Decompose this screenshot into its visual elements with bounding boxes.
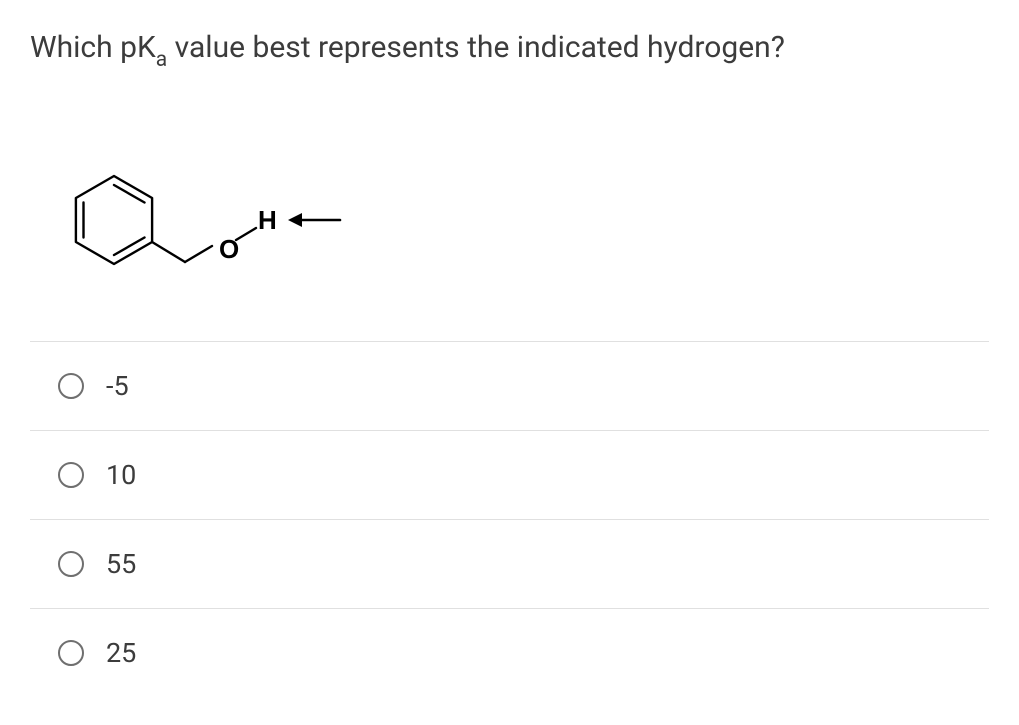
option-label: -5 — [106, 370, 129, 402]
option-row[interactable]: 25 — [30, 608, 989, 697]
option-label: 25 — [106, 637, 136, 669]
option-row[interactable]: -5 — [30, 341, 989, 430]
question-prefix: Which pK — [30, 30, 156, 65]
option-row[interactable]: 55 — [30, 519, 989, 608]
indicator-arrow — [288, 213, 340, 227]
radio-button[interactable] — [58, 640, 84, 666]
option-label: 55 — [106, 548, 136, 580]
radio-button[interactable] — [58, 373, 84, 399]
question-subscript: a — [156, 48, 167, 72]
radio-button[interactable] — [58, 462, 84, 488]
radio-button[interactable] — [58, 551, 84, 577]
option-label: 10 — [106, 459, 136, 491]
hydrogen-label: H — [258, 205, 277, 235]
question-suffix: value best represents the indicated hydr… — [167, 30, 785, 65]
structure-figure: O H — [30, 112, 989, 306]
options-list: -5 10 55 25 — [30, 341, 989, 697]
molecule-svg: O H — [30, 112, 350, 302]
option-row[interactable]: 10 — [30, 430, 989, 519]
question-text: Which pKa value best represents the indi… — [30, 28, 989, 72]
